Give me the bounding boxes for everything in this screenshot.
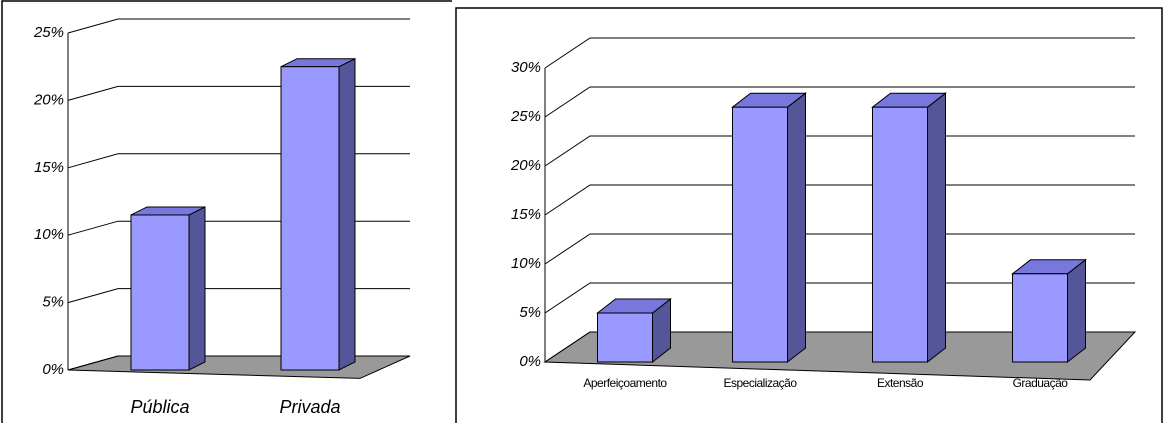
y-tick-label: 10%: [34, 226, 64, 243]
bar: [732, 106, 788, 363]
y-tick-label: 25%: [33, 24, 64, 41]
right-frame: [455, 7, 1163, 423]
y-tick-label: 20%: [33, 91, 64, 108]
y-tick-label: 15%: [511, 206, 541, 223]
bar: [130, 214, 190, 371]
grid-line: [544, 282, 1135, 314]
y-tick-label: 25%: [510, 108, 541, 125]
left-frame: [1, 0, 452, 423]
y-tick-label: 5%: [42, 294, 64, 311]
grid-line: [544, 135, 1135, 167]
y-tick-label: 5%: [519, 304, 541, 321]
x-tick-label: Especialização: [723, 376, 797, 390]
bar-side: [188, 206, 206, 371]
grid-line: [544, 86, 1135, 118]
grid-line: [544, 184, 1135, 216]
y-tick-label: 15%: [34, 159, 64, 176]
bar-side: [787, 92, 806, 364]
grid-line: [67, 18, 410, 34]
bar-side: [927, 92, 946, 364]
bar: [597, 312, 653, 363]
x-tick-label: Graduação: [1013, 376, 1069, 390]
bar: [1012, 273, 1068, 363]
grid-line: [544, 37, 1135, 69]
y-tick-label: 0%: [519, 353, 541, 370]
bar-side: [338, 57, 356, 371]
grid-line: [544, 233, 1135, 265]
x-tick-label: Aperfeiçoamento: [583, 376, 667, 390]
x-tick-label: Extensão: [877, 376, 924, 390]
x-tick-label: Privada: [279, 397, 340, 417]
grid-line: [544, 331, 1135, 363]
bar: [872, 106, 928, 363]
y-tick-label: 20%: [510, 157, 541, 174]
bar-side: [1067, 258, 1086, 364]
y-tick-label: 30%: [511, 59, 541, 76]
x-tick-label: Pública: [130, 397, 189, 417]
bar: [280, 66, 340, 371]
y-tick-label: 0%: [42, 361, 64, 378]
y-tick-label: 10%: [511, 255, 541, 272]
